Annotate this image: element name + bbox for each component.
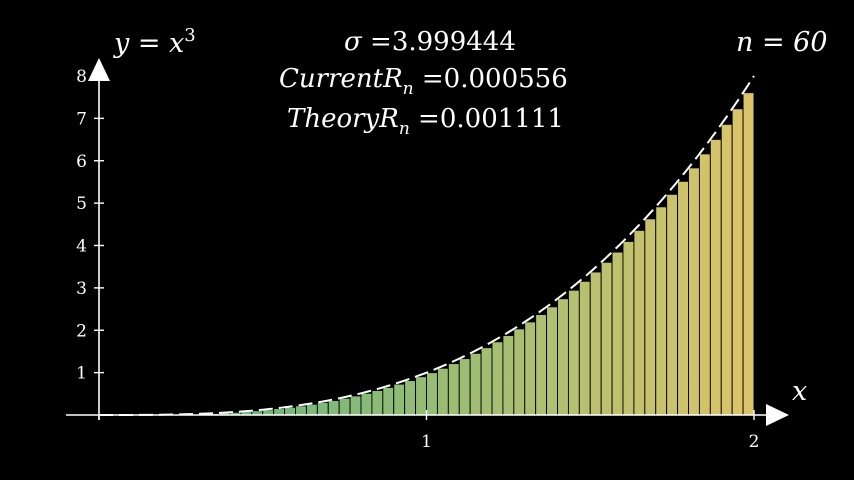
- riemann-bar: [655, 206, 668, 416]
- current-rn-stat: CurrentRn =0.000556: [279, 64, 568, 99]
- riemann-bar: [458, 358, 471, 416]
- riemann-bar: [426, 372, 438, 416]
- y-axis-arrow: [88, 58, 110, 81]
- riemann-bar: [349, 395, 362, 416]
- x-tick-label: 1: [421, 432, 432, 452]
- riemann-bar: [677, 180, 689, 416]
- riemann-bar: [688, 167, 700, 416]
- riemann-bar: [295, 405, 307, 416]
- riemann-bar: [600, 261, 613, 416]
- riemann-bar: [491, 341, 504, 416]
- y-tick-label: 7: [76, 109, 87, 129]
- riemann-bar: [644, 218, 657, 416]
- sigma-stat: σ =3.999444: [344, 27, 516, 57]
- riemann-bar: [535, 314, 548, 416]
- riemann-bar: [469, 352, 482, 416]
- riemann-bar: [316, 401, 329, 416]
- riemann-bar: [742, 92, 755, 416]
- riemann-bar: [447, 363, 460, 416]
- riemann-bar: [567, 289, 580, 416]
- riemann-bar: [404, 380, 417, 416]
- riemann-bar: [360, 392, 373, 416]
- x-tick-label: 2: [749, 432, 760, 452]
- function-label: y = x3: [113, 25, 196, 59]
- riemann-bar: [305, 403, 318, 416]
- riemann-bar: [273, 408, 286, 416]
- riemann-bar: [546, 306, 558, 416]
- riemann-bar: [611, 251, 624, 416]
- riemann-bar: [415, 376, 427, 416]
- riemann-bar: [480, 347, 493, 416]
- riemann-bar: [578, 280, 591, 416]
- y-tick-label: 8: [76, 67, 87, 87]
- riemann-bar: [698, 153, 711, 416]
- y-ticks: 1 2 3 4 5 6 7 8: [76, 67, 104, 384]
- riemann-bar: [557, 298, 569, 416]
- y-tick-label: 3: [76, 279, 87, 299]
- function-curve: [99, 75, 755, 416]
- riemann-bar: [709, 138, 722, 416]
- riemann-bar: [524, 321, 537, 416]
- riemann-bar: [371, 390, 384, 416]
- riemann-bar: [284, 406, 296, 416]
- riemann-bar: [338, 397, 351, 416]
- riemann-bar: [513, 328, 526, 416]
- y-tick-label: 5: [76, 194, 87, 214]
- y-tick-label: 4: [76, 237, 87, 257]
- x-axis-label: x: [792, 376, 807, 407]
- riemann-bar: [382, 386, 395, 416]
- riemann-bar: [666, 193, 679, 416]
- theory-rn-stat: TheoryRn =0.001111: [287, 104, 564, 139]
- riemann-bar: [633, 229, 646, 416]
- riemann-bars: [120, 92, 755, 416]
- y-tick-label: 2: [76, 321, 87, 341]
- x-axis-arrow: [766, 404, 789, 426]
- riemann-bar: [731, 108, 744, 416]
- n-label: n = 60: [736, 27, 828, 58]
- y-tick-label: 6: [76, 152, 87, 172]
- riemann-bar: [589, 271, 602, 416]
- riemann-bar: [502, 335, 515, 416]
- riemann-bar: [622, 240, 635, 416]
- riemann-bar: [327, 400, 340, 416]
- riemann-bar: [393, 383, 406, 416]
- riemann-bar: [436, 367, 449, 416]
- y-tick-label: 1: [76, 364, 87, 384]
- riemann-bar: [720, 123, 733, 416]
